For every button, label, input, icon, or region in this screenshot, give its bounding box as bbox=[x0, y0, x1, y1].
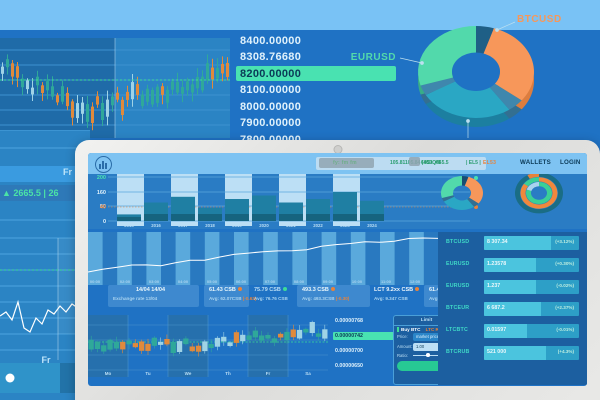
svg-text:10:00: 10:00 bbox=[352, 279, 363, 284]
svg-text:40: 40 bbox=[100, 205, 106, 211]
svg-text:00:00: 00:00 bbox=[90, 279, 101, 284]
svg-text:2018: 2018 bbox=[205, 223, 215, 228]
svg-text:09:00: 09:00 bbox=[323, 279, 334, 284]
svg-text:2015: 2015 bbox=[124, 223, 134, 228]
svg-text:Sa: Sa bbox=[305, 371, 311, 376]
svg-text:Fr: Fr bbox=[266, 371, 271, 376]
svg-text:2023: 2023 bbox=[340, 223, 350, 228]
svg-text:2020: 2020 bbox=[259, 223, 269, 228]
svg-text:2024: 2024 bbox=[367, 223, 377, 228]
svg-text:04:00: 04:00 bbox=[178, 279, 189, 284]
svg-text:2021: 2021 bbox=[286, 223, 296, 228]
svg-text:03:00: 03:00 bbox=[149, 279, 160, 284]
svg-text:06:00: 06:00 bbox=[236, 279, 247, 284]
svg-text:11:00: 11:00 bbox=[381, 279, 392, 284]
svg-text:2017: 2017 bbox=[178, 223, 188, 228]
svg-text:EURUSD: EURUSD bbox=[351, 52, 396, 63]
svg-text:We: We bbox=[185, 371, 192, 376]
svg-text:08:00: 08:00 bbox=[294, 279, 305, 284]
svg-text:Tu: Tu bbox=[145, 371, 150, 376]
svg-text:2016: 2016 bbox=[151, 223, 161, 228]
svg-text:160: 160 bbox=[97, 190, 106, 196]
svg-text:05:00: 05:00 bbox=[207, 279, 218, 284]
svg-text:2022: 2022 bbox=[313, 223, 323, 228]
svg-text:0: 0 bbox=[103, 219, 106, 225]
svg-text:2019: 2019 bbox=[232, 223, 242, 228]
svg-text:BTCUSD: BTCUSD bbox=[517, 14, 562, 25]
svg-text:07:00: 07:00 bbox=[265, 279, 276, 284]
svg-text:12:00: 12:00 bbox=[410, 279, 421, 284]
svg-text:Mo: Mo bbox=[105, 371, 112, 376]
svg-text:200: 200 bbox=[97, 175, 106, 181]
svg-text:Th: Th bbox=[225, 371, 231, 376]
svg-text:02:00: 02:00 bbox=[120, 279, 131, 284]
